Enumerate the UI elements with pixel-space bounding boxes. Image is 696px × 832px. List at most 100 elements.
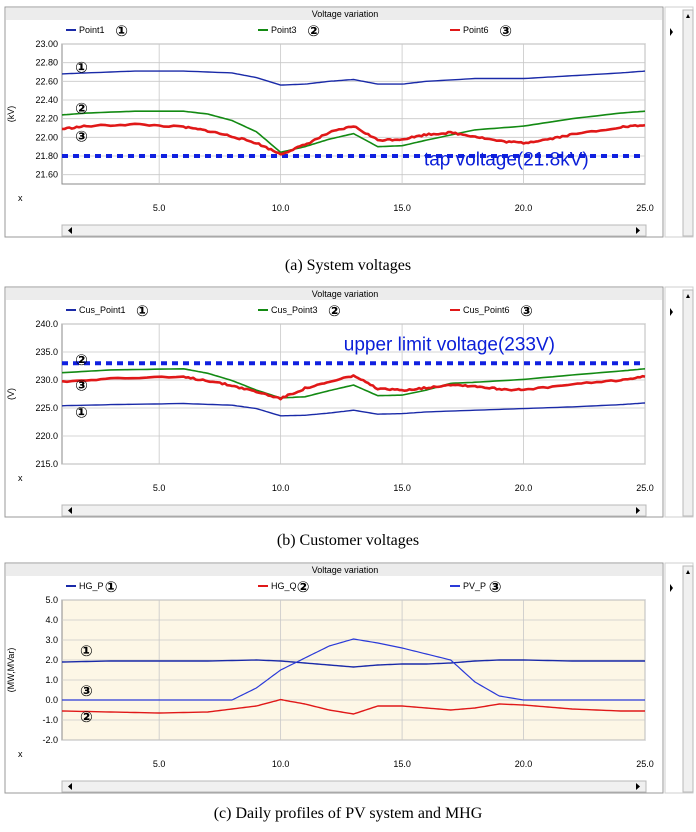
y-tick-label: 22.00 bbox=[35, 132, 58, 142]
legend-label: PV_P bbox=[463, 581, 486, 591]
scroll-right-icon[interactable] bbox=[636, 227, 640, 234]
legend-item[interactable]: Cus_Point6 ③ bbox=[450, 302, 533, 320]
legend-label: Point6 bbox=[463, 25, 489, 35]
scroll-up-icon[interactable] bbox=[686, 294, 690, 298]
series-marker: ① bbox=[80, 642, 93, 660]
chart-title: Voltage variation bbox=[312, 565, 379, 575]
y-tick-label: -1.0 bbox=[42, 715, 58, 725]
x-tick-label: 15.0 bbox=[393, 759, 411, 769]
x-tick-label: 20.0 bbox=[515, 759, 533, 769]
y-tick-label: 220.0 bbox=[35, 431, 58, 441]
y-axis-label: (V) bbox=[6, 388, 16, 400]
legend-item[interactable]: Point3 ② bbox=[258, 22, 320, 40]
y-tick-label: 22.40 bbox=[35, 95, 58, 105]
y-tick-label: 0.0 bbox=[45, 695, 58, 705]
scrollbar-track[interactable] bbox=[61, 780, 647, 793]
pane-expand-icon[interactable] bbox=[670, 28, 673, 36]
chart-panel-c: Voltage variation HG_P ① HG_Q ② PV_P ③ -2.0 -1.0… bbox=[0, 562, 696, 796]
scrollbar-track[interactable] bbox=[61, 224, 647, 237]
scrollbar-track[interactable] bbox=[61, 504, 647, 517]
title-bar bbox=[6, 564, 662, 576]
x-axis-label: x bbox=[18, 473, 23, 483]
y-tick-label: 225.0 bbox=[35, 403, 58, 413]
series-marker: ② bbox=[75, 99, 88, 117]
y-tick-label: 3.0 bbox=[45, 635, 58, 645]
title-bar bbox=[6, 288, 662, 300]
plot-area bbox=[61, 599, 646, 741]
legend-item[interactable]: PV_P ③ bbox=[450, 578, 502, 596]
y-tick-label: 21.60 bbox=[35, 170, 58, 180]
x-tick-label: 10.0 bbox=[272, 759, 290, 769]
scroll-left-icon[interactable] bbox=[68, 507, 72, 514]
y-tick-label: 240.0 bbox=[35, 319, 58, 329]
legend-item[interactable]: HG_P ① bbox=[66, 578, 118, 596]
legend-marker: ② bbox=[307, 22, 320, 40]
legend-marker: ② bbox=[297, 578, 310, 596]
x-tick-label: 15.0 bbox=[393, 483, 411, 493]
chart-panel-b: Voltage variation Cus_Point1 ① Cus_Point3 ② C… bbox=[0, 286, 696, 520]
annotation: tap voltage(21.8kV) bbox=[424, 149, 589, 170]
chart-panel-a: Voltage variation Point1 ① Point3 ② Point6 ③ 21… bbox=[0, 6, 696, 240]
y-tick-label: 2.0 bbox=[45, 655, 58, 665]
y-tick-label: 5.0 bbox=[45, 595, 58, 605]
series-marker: ③ bbox=[80, 682, 93, 700]
x-axis-label: x bbox=[18, 749, 23, 759]
y-axis-label: (MW,MVar) bbox=[6, 648, 16, 693]
caption-a: (a) System voltages bbox=[284, 257, 412, 274]
vscroll-track[interactable] bbox=[682, 9, 694, 237]
legend-marker: ① bbox=[115, 22, 128, 40]
y-tick-label: 4.0 bbox=[45, 615, 58, 625]
x-tick-label: 25.0 bbox=[636, 203, 654, 213]
series-marker: ② bbox=[80, 708, 93, 726]
x-tick-label: 20.0 bbox=[515, 203, 533, 213]
legend-label: Point3 bbox=[271, 25, 297, 35]
legend-item[interactable]: Cus_Point1 ① bbox=[66, 302, 149, 320]
legend-item[interactable]: Point6 ③ bbox=[450, 22, 512, 40]
x-axis-label: x bbox=[18, 193, 23, 203]
caption-c: (c) Daily profiles of PV system and MHG bbox=[213, 805, 483, 822]
series-marker: ① bbox=[75, 403, 88, 421]
legend-label: Cus_Point1 bbox=[79, 305, 126, 315]
scroll-up-icon[interactable] bbox=[686, 570, 690, 574]
pane-expand-icon[interactable] bbox=[670, 308, 673, 316]
y-tick-label: 235.0 bbox=[35, 347, 58, 357]
legend-item[interactable]: Point1 ① bbox=[66, 22, 128, 40]
pane-expand-icon[interactable] bbox=[670, 584, 673, 592]
scroll-right-icon[interactable] bbox=[636, 507, 640, 514]
y-tick-label: 230.0 bbox=[35, 375, 58, 385]
legend-marker: ① bbox=[136, 302, 149, 320]
vscroll-track[interactable] bbox=[682, 565, 694, 793]
series-line bbox=[61, 698, 645, 715]
legend-label: Cus_Point3 bbox=[271, 305, 318, 315]
y-tick-label: 215.0 bbox=[35, 459, 58, 469]
series-line bbox=[61, 122, 646, 156]
chart-title: Voltage variation bbox=[312, 289, 379, 299]
scroll-right-icon[interactable] bbox=[636, 783, 640, 790]
x-tick-label: 5.0 bbox=[153, 759, 166, 769]
scroll-up-icon[interactable] bbox=[686, 14, 690, 18]
y-tick-label: 23.00 bbox=[35, 39, 58, 49]
y-tick-label: 22.80 bbox=[35, 58, 58, 68]
legend-item[interactable]: HG_Q ② bbox=[258, 578, 310, 596]
legend-label: HG_P bbox=[79, 581, 104, 591]
scroll-left-icon[interactable] bbox=[68, 783, 72, 790]
x-tick-label: 10.0 bbox=[272, 483, 290, 493]
legend-item[interactable]: Cus_Point3 ② bbox=[258, 302, 341, 320]
x-tick-label: 5.0 bbox=[153, 203, 166, 213]
title-bar bbox=[6, 8, 662, 20]
vscroll-track[interactable] bbox=[682, 289, 694, 517]
chart-title: Voltage variation bbox=[312, 9, 379, 19]
y-tick-label: 22.60 bbox=[35, 76, 58, 86]
chart-a: Voltage variation Point1 ① Point3 ② Point6 ③ 21… bbox=[4, 6, 694, 238]
legend-marker: ③ bbox=[499, 22, 512, 40]
y-tick-label: 1.0 bbox=[45, 675, 58, 685]
series-marker: ③ bbox=[75, 377, 88, 395]
y-axis-label: (kV) bbox=[6, 106, 16, 123]
legend-marker: ② bbox=[328, 302, 341, 320]
legend-marker: ③ bbox=[489, 578, 502, 596]
series-line bbox=[61, 110, 646, 154]
x-tick-label: 25.0 bbox=[636, 483, 654, 493]
scroll-left-icon[interactable] bbox=[68, 227, 72, 234]
